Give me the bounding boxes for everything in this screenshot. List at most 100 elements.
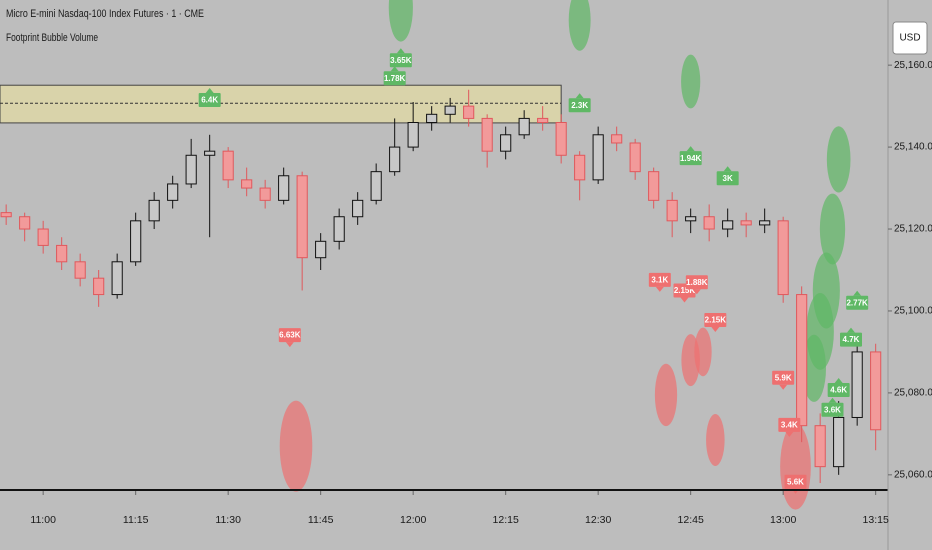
callout-label: 3.65K <box>390 56 412 65</box>
volume-bubble <box>568 0 591 51</box>
candle-body <box>389 146 401 173</box>
candle-body <box>611 134 623 144</box>
indicator-name: Footprint Bubble Volume <box>6 32 98 44</box>
callout-pointer <box>680 297 689 303</box>
x-tick-label: 11:15 <box>123 514 149 526</box>
candle-body <box>796 294 808 427</box>
x-tick-label: 12:15 <box>493 514 519 526</box>
volume-callout: 5.9K <box>772 370 795 390</box>
x-tick-label: 11:30 <box>215 514 241 526</box>
candle-body <box>759 220 771 226</box>
candle-body <box>629 142 641 173</box>
callout-label: 4.6K <box>830 386 847 395</box>
volume-callout: 3K <box>716 166 739 186</box>
x-tick-label: 12:00 <box>400 514 426 526</box>
callout-box <box>821 402 844 417</box>
candle-body <box>685 216 697 222</box>
callout-label: 2.15K <box>674 286 696 295</box>
callout-label: 2.15K <box>705 316 727 325</box>
candle-body <box>444 105 456 115</box>
volume-callout: 1.94K <box>679 146 702 166</box>
candle-body <box>777 220 789 296</box>
candle-body <box>37 228 49 246</box>
volume-callout: 2.77K <box>846 290 869 310</box>
candle-body <box>870 351 882 431</box>
callout-label: 6.63K <box>279 331 301 340</box>
volume-bubble <box>706 414 725 466</box>
callout-box <box>648 272 671 287</box>
callout-label: 5.6K <box>787 477 804 486</box>
callout-pointer <box>834 378 843 384</box>
callout-box <box>383 71 406 86</box>
callout-pointer <box>686 146 695 152</box>
y-tick-label: 25,140.00 <box>894 142 932 153</box>
callout-box <box>778 417 801 432</box>
callout-label: 5.9K <box>775 373 792 382</box>
callout-label: 1.78K <box>384 74 406 83</box>
candle-body <box>537 117 549 123</box>
candle-body <box>296 175 308 259</box>
callout-box <box>685 275 708 290</box>
candle-body <box>555 122 567 156</box>
candle-body <box>574 154 586 181</box>
callout-box <box>389 53 412 68</box>
x-tick-label: 13:00 <box>770 514 796 526</box>
candle-body <box>648 171 660 201</box>
x-tick-label: 11:45 <box>308 514 334 526</box>
candle-body <box>740 220 752 226</box>
x-tick-label: 11:00 <box>30 514 56 526</box>
candle-body <box>703 216 715 230</box>
callout-box <box>568 98 591 113</box>
currency-box[interactable] <box>892 21 928 55</box>
candle-body <box>426 113 438 124</box>
candle-body <box>333 216 345 242</box>
volume-callout: 6.4K <box>198 87 221 107</box>
callout-pointer <box>396 48 405 54</box>
candle-body <box>851 351 863 418</box>
candle-body <box>722 220 734 230</box>
callout-box <box>846 295 869 310</box>
callout-pointer <box>853 290 862 296</box>
zone <box>0 84 562 124</box>
volume-callout: 4.6K <box>827 378 850 398</box>
x-tick-label: 12:45 <box>678 514 704 526</box>
candle-body <box>500 134 512 152</box>
candle-body <box>481 117 493 152</box>
candle-body <box>833 416 845 468</box>
callout-box <box>840 332 862 347</box>
callout-pointer <box>285 342 294 348</box>
volume-bubble <box>780 423 811 510</box>
candle-body <box>407 122 419 148</box>
callout-pointer <box>723 166 732 172</box>
x-tick-label: 12:30 <box>585 514 611 526</box>
y-tick-label: 25,120.00 <box>894 224 932 235</box>
candle-body <box>222 150 234 181</box>
candle-body <box>315 240 327 259</box>
volume-bubble <box>388 0 413 42</box>
volume-callout: 3.6K <box>821 397 844 417</box>
candle-body <box>185 154 197 185</box>
chart-title: Micro E-mini Nasdaq-100 Index Futures · … <box>6 8 204 20</box>
candle-body <box>518 117 530 136</box>
callout-pointer <box>785 431 794 437</box>
callout-label: 3.1K <box>651 275 668 284</box>
y-tick-label: 25,060.00 <box>894 469 932 480</box>
callout-pointer <box>779 384 788 390</box>
callout-box <box>679 151 702 166</box>
callout-label: 2.77K <box>846 298 868 307</box>
callout-pointer <box>655 286 664 292</box>
callout-box <box>704 312 727 327</box>
x-tick-label: 13:15 <box>863 514 889 526</box>
candle-body <box>259 187 271 201</box>
candle-body <box>74 261 86 279</box>
currency[interactable]: USD <box>899 33 920 44</box>
volume-callout: 3.1K <box>648 272 671 292</box>
candle-body <box>19 216 31 230</box>
volume-callout: 2.3K <box>568 93 591 113</box>
candle-body <box>278 175 290 201</box>
volume-callout: 1.78K <box>383 66 406 86</box>
candle-body <box>56 244 68 263</box>
candle-body <box>167 183 179 201</box>
callout-label: 3K <box>723 174 733 183</box>
